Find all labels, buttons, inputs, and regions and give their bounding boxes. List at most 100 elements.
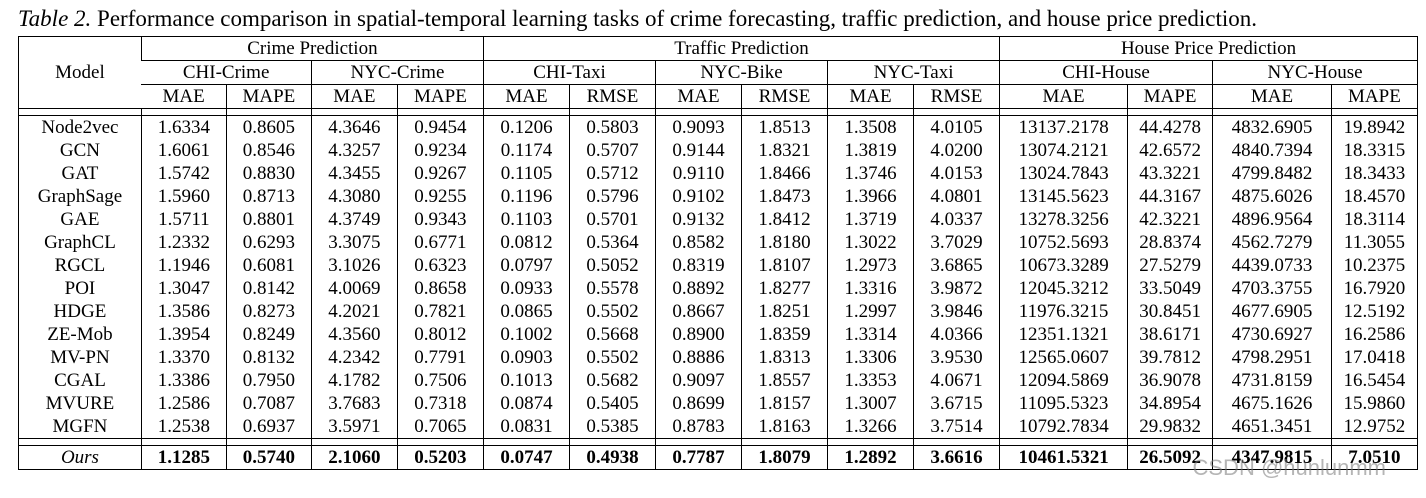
- metric-value-cell: 12094.5869: [999, 369, 1128, 392]
- metric-value-cell: 11976.3215: [999, 300, 1128, 323]
- metric-value-cell: 4677.6905: [1212, 300, 1332, 323]
- table-row: GAE 1.5711 0.8801 4.3749 0.9343 0.1103 0.5701 0…: [19, 208, 1418, 231]
- metric-value-cell: 4798.2951: [1212, 346, 1332, 369]
- header-group-house: House Price Prediction: [999, 36, 1418, 61]
- table-row: MV-PN 1.3370 0.8132 4.2342 0.7791 0.0903 0.550…: [19, 346, 1418, 369]
- metric-value-cell: 18.3433: [1330, 162, 1418, 185]
- header-metric: MAPE: [225, 84, 312, 109]
- metric-value-cell: 4.0105: [913, 115, 1000, 139]
- table-row: MGFN 1.2538 0.6937 3.5971 0.7065 0.0831 0.5385…: [19, 415, 1418, 439]
- caption-text: Performance comparison in spatial-tempor…: [91, 6, 1258, 31]
- metric-value-cell: 17.0418: [1330, 346, 1418, 369]
- model-name-cell: GraphCL: [44, 232, 116, 253]
- separator-cell: [654, 108, 742, 116]
- metric-value-cell: 1.8251: [740, 300, 828, 323]
- metric-value-cell: 4562.7279: [1212, 231, 1332, 254]
- header-metric: RMSE: [913, 84, 1000, 109]
- metric-value-cell: 0.5052: [568, 254, 656, 277]
- results-table: Model Crime Prediction Traffic Predictio…: [18, 36, 1418, 470]
- metric-value-cell: 4.3455: [310, 162, 398, 185]
- metric-value-cell: 0.5803: [568, 115, 656, 139]
- metric-value-cell: 0.1002: [482, 323, 570, 346]
- metric-value-cell: 10792.7834: [999, 415, 1128, 439]
- metric-value-cell: 1.3316: [827, 277, 914, 300]
- metric-value-cell: 0.8142: [225, 277, 312, 300]
- metric-value-cell: 4.3560: [310, 323, 398, 346]
- metric-value-cell: 1.8157: [740, 392, 828, 415]
- metric-value-cell: 11095.5323: [999, 392, 1128, 415]
- metric-value-cell: 0.5740: [225, 445, 312, 470]
- table-row: Node2vec 1.6334 0.8605 4.3646 0.9454 0.1206 0.…: [19, 115, 1418, 139]
- metric-value-cell: 43.3221: [1127, 162, 1213, 185]
- separator-cell: [18, 438, 142, 446]
- metric-value-cell: 0.9234: [396, 139, 484, 162]
- model-name-cell: GAT: [61, 163, 99, 184]
- metric-value-cell: 4.0200: [913, 139, 1000, 162]
- metric-value-cell: 1.3314: [827, 323, 914, 346]
- metric-value-cell: 1.3966: [827, 185, 914, 208]
- metric-value-cell: 1.8180: [740, 231, 828, 254]
- separator-cell: [568, 438, 656, 446]
- metric-value-cell: 4832.6905: [1212, 115, 1332, 139]
- separator-cell: [225, 438, 312, 446]
- metric-value-cell: 1.8473: [740, 185, 828, 208]
- metric-value-cell: 4799.8482: [1212, 162, 1332, 185]
- table-row: GraphCL 1.2332 0.6293 3.3075 0.6771 0.0812 0.5…: [19, 231, 1418, 254]
- header-metric: MAPE: [396, 84, 484, 109]
- metric-value-cell: 12351.1321: [999, 323, 1128, 346]
- metric-value-cell: 0.5682: [568, 369, 656, 392]
- metric-value-cell: 3.9872: [913, 277, 1000, 300]
- metric-value-cell: 1.2973: [827, 254, 914, 277]
- metric-value-cell: 1.3719: [827, 208, 914, 231]
- metric-value-cell: 0.0747: [482, 445, 570, 470]
- header-group-crime: Crime Prediction: [140, 36, 484, 61]
- metric-value-cell: 0.5502: [568, 346, 656, 369]
- table-row: POI 1.3047 0.8142 4.0069 0.8658 0.0933 0.5578 0…: [19, 277, 1418, 300]
- metric-value-cell: 44.4278: [1127, 115, 1213, 139]
- metric-value-cell: 0.8699: [654, 392, 742, 415]
- metric-value-cell: 30.8451: [1127, 300, 1213, 323]
- metric-value-cell: 4.0366: [913, 323, 1000, 346]
- separator-cell: [740, 108, 828, 116]
- metric-value-cell: 1.6334: [140, 115, 227, 139]
- metric-value-cell: 16.5454: [1330, 369, 1418, 392]
- metric-value-cell: 0.1206: [482, 115, 570, 139]
- metric-value-cell: 1.2892: [827, 445, 914, 470]
- metric-value-cell: 0.9255: [396, 185, 484, 208]
- metric-value-cell: 1.5960: [140, 185, 227, 208]
- separator-cell: [1330, 108, 1418, 116]
- metric-value-cell: 3.6865: [913, 254, 1000, 277]
- metric-value-cell: 0.6771: [396, 231, 484, 254]
- model-name-cell: POI: [64, 278, 96, 299]
- metric-value-cell: 26.5092: [1127, 445, 1213, 470]
- metric-value-cell: 0.4938: [568, 445, 656, 470]
- metric-value-cell: 0.7821: [396, 300, 484, 323]
- metric-value-cell: 13278.3256: [999, 208, 1128, 231]
- metric-value-cell: 18.3315: [1330, 139, 1418, 162]
- metric-value-cell: 13074.2121: [999, 139, 1128, 162]
- separator-cell: [999, 108, 1128, 116]
- metric-value-cell: 0.5364: [568, 231, 656, 254]
- metric-value-cell: 0.9110: [654, 162, 742, 185]
- table-row: CGAL 1.3386 0.7950 4.1782 0.7506 0.1013 0.5682…: [19, 369, 1418, 392]
- metric-value-cell: 11.3055: [1330, 231, 1418, 254]
- metric-value-cell: 0.8667: [654, 300, 742, 323]
- metric-value-cell: 1.8466: [740, 162, 828, 185]
- metric-value-cell: 4896.9564: [1212, 208, 1332, 231]
- metric-value-cell: 0.8605: [225, 115, 312, 139]
- metric-value-cell: 4.3257: [310, 139, 398, 162]
- metric-value-cell: 4675.1626: [1212, 392, 1332, 415]
- metric-value-cell: 0.9267: [396, 162, 484, 185]
- metric-value-cell: 0.7506: [396, 369, 484, 392]
- header-model: Model: [18, 36, 142, 109]
- metric-value-cell: 29.9832: [1127, 415, 1213, 439]
- metric-value-cell: 1.8513: [740, 115, 828, 139]
- caption-label: Table 2.: [18, 6, 92, 31]
- separator-cell: [913, 108, 1000, 116]
- separator-cell: [1127, 438, 1213, 446]
- model-name-cell: GAE: [60, 209, 100, 230]
- metric-value-cell: 1.3508: [827, 115, 914, 139]
- metric-value-cell: 10752.5693: [999, 231, 1128, 254]
- metric-value-cell: 4439.0733: [1212, 254, 1332, 277]
- metric-value-cell: 3.9530: [913, 346, 1000, 369]
